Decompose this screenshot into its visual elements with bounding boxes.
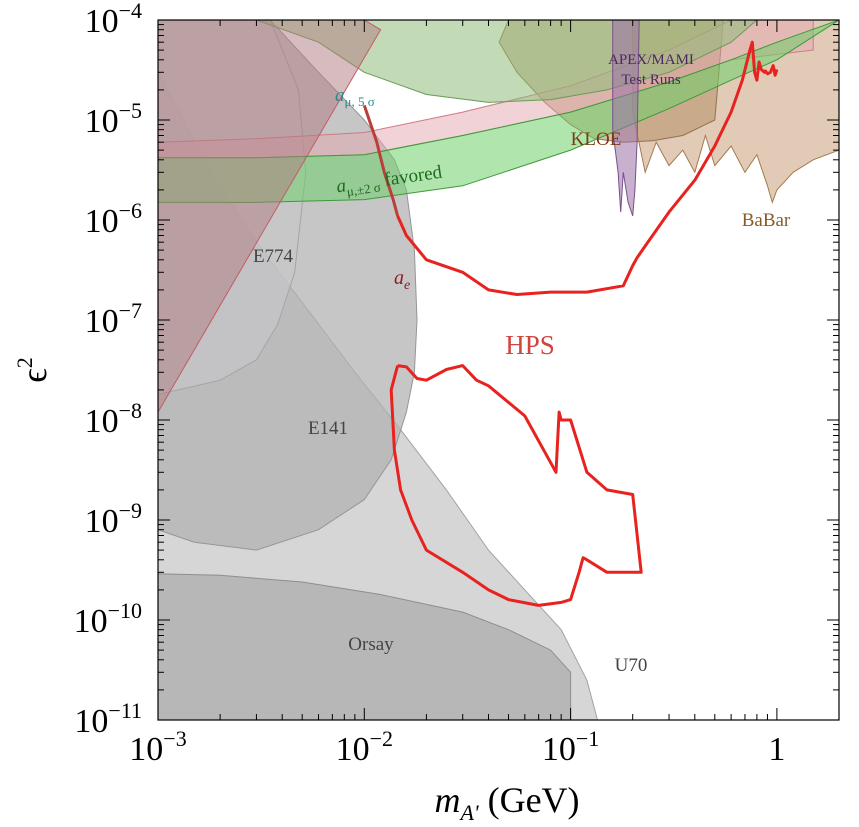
u70-label: U70 — [615, 655, 648, 676]
apex-label-line2: Test Runs — [621, 72, 681, 88]
amu2-label-sub: μ,±2 σ — [346, 179, 382, 199]
region-apex-mami — [612, 20, 640, 217]
x-tick-label: 10−2 — [336, 726, 393, 768]
x-axis-title-main: m — [434, 780, 460, 820]
data-series — [362, 40, 779, 607]
y-tick-label: 10−5 — [85, 98, 142, 140]
e774-label: E774 — [253, 246, 294, 267]
ae-label-main: a — [394, 267, 404, 289]
apex-label-line1: APEX/MAMI — [608, 52, 694, 68]
y-axis-title: ϵ2 — [12, 357, 54, 383]
axis-ticks: 10−3 10−2 10−1 110−410−510−610−710−810−910−… — [74, 0, 840, 768]
y-tick-label: 10−8 — [85, 398, 142, 440]
y-tick-label: 10−7 — [85, 298, 142, 340]
exclusion-regions — [158, 20, 839, 720]
plot-frame — [157, 19, 840, 721]
amu-favored-label: aμ,±2 σ favored — [335, 162, 444, 201]
x-axis-title-unit: (GeV) — [479, 780, 580, 820]
series-hps-lower — [389, 364, 643, 607]
y-axis-title-sup: 2 — [12, 357, 37, 368]
y-tick-label: 10−9 — [85, 498, 142, 540]
x-axis-title: mA' (GeV) — [434, 780, 579, 825]
ae-label-sub: e — [404, 278, 410, 293]
y-tick-label: 10−11 — [74, 698, 142, 740]
x-tick-label: 1 — [768, 731, 785, 768]
amu5-label-sub: μ, 5 σ — [345, 94, 375, 109]
x-tick-label: 10−1 — [542, 726, 599, 768]
babar-label: BaBar — [742, 210, 791, 231]
amu5-label-main: a — [335, 85, 345, 106]
amu2-label-main: a — [335, 175, 347, 197]
region-a-mu-favored — [158, 20, 839, 203]
series-a-mu-5sigma-line — [362, 104, 400, 217]
orsay-label: Orsay — [348, 634, 394, 655]
x-axis-title-sub: A' — [458, 800, 478, 825]
e141-label: E141 — [308, 418, 348, 439]
region-orsay — [158, 573, 572, 720]
ae-label: ae — [394, 267, 410, 293]
hps-label: HPS — [505, 330, 555, 360]
series-hps-upper — [396, 40, 779, 296]
y-tick-label: 10−10 — [74, 598, 142, 640]
y-tick-label: 10−6 — [85, 198, 142, 240]
kloe-label: KLOE — [571, 129, 622, 150]
region-a-e — [158, 20, 382, 414]
amu5-label: aμ, 5 σ — [335, 85, 375, 109]
y-axis-title-main: ϵ — [14, 368, 54, 383]
y-tick-label: 10−4 — [85, 0, 142, 40]
x-tick-label: 10−3 — [129, 726, 186, 768]
